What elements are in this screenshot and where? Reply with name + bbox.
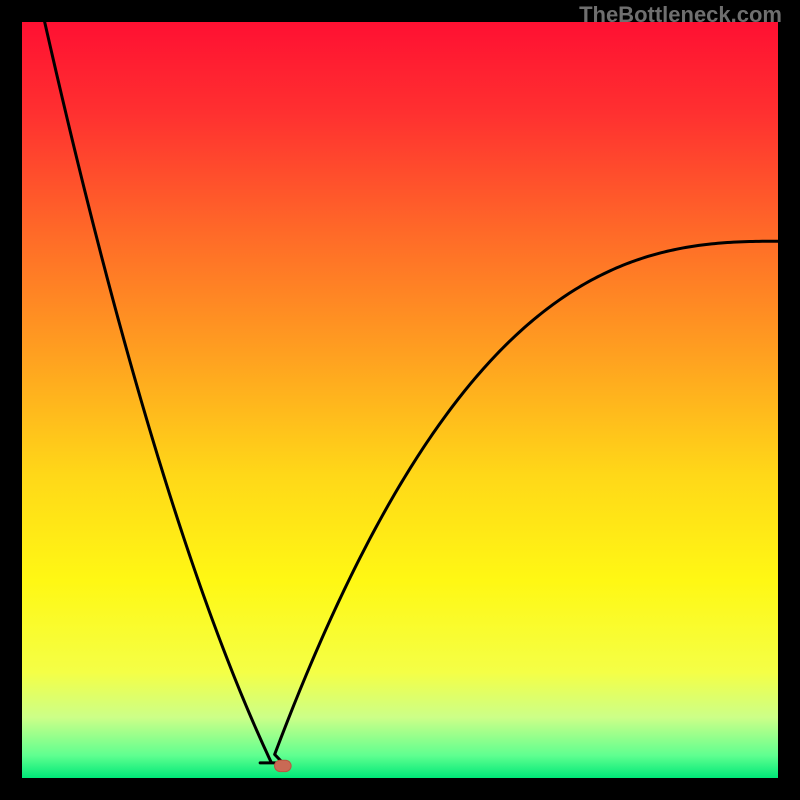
chart-background	[22, 22, 778, 778]
chart-container: TheBottleneck.com	[0, 0, 800, 800]
bottleneck-chart	[0, 0, 800, 800]
optimal-point-marker	[275, 760, 292, 771]
watermark-text: TheBottleneck.com	[579, 2, 782, 28]
